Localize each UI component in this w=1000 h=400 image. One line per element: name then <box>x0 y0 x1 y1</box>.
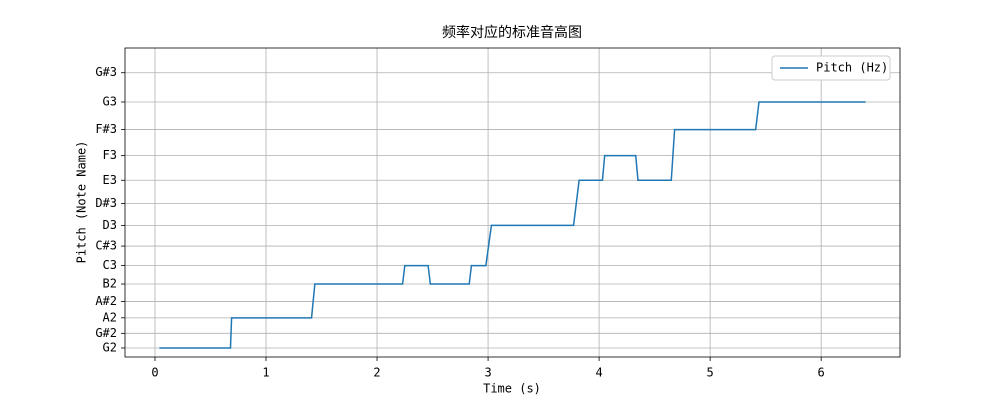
legend-label: Pitch (Hz) <box>816 61 888 75</box>
y-tick-label: B2 <box>103 277 117 291</box>
x-tick-label: 5 <box>707 366 714 380</box>
y-tick-label: A#2 <box>95 294 117 308</box>
x-tick-label: 6 <box>818 366 825 380</box>
y-tick-label: E3 <box>103 173 117 187</box>
legend-frame <box>771 55 891 81</box>
y-tick-label: G2 <box>103 340 117 354</box>
x-tick-label: 1 <box>262 366 269 380</box>
y-tick-label: C3 <box>103 258 117 272</box>
y-tick-label: F#3 <box>95 122 117 136</box>
y-tick-label: F3 <box>103 148 117 162</box>
y-tick-label: C#3 <box>95 239 117 253</box>
x-tick-label: 4 <box>595 366 602 380</box>
y-axis-label: Pitch (Note Name) <box>75 141 89 264</box>
x-tick-label: 0 <box>151 366 158 380</box>
y-tick-label: D#3 <box>95 196 117 210</box>
x-tick-label: 3 <box>484 366 491 380</box>
x-tick-label: 2 <box>373 366 380 380</box>
chart-title: 频率对应的标准音高图 <box>442 24 582 41</box>
line-series <box>159 101 866 349</box>
y-tick-label: G#2 <box>95 326 117 340</box>
x-axis-label: Time (s) <box>483 382 541 396</box>
legend: Pitch (Hz) <box>771 55 891 81</box>
y-tick-label: G#3 <box>95 65 117 79</box>
y-tick-label: A2 <box>103 310 117 324</box>
y-tick-label: D3 <box>103 218 117 232</box>
y-tick-label: G3 <box>103 94 117 108</box>
plot-frame <box>124 47 901 358</box>
